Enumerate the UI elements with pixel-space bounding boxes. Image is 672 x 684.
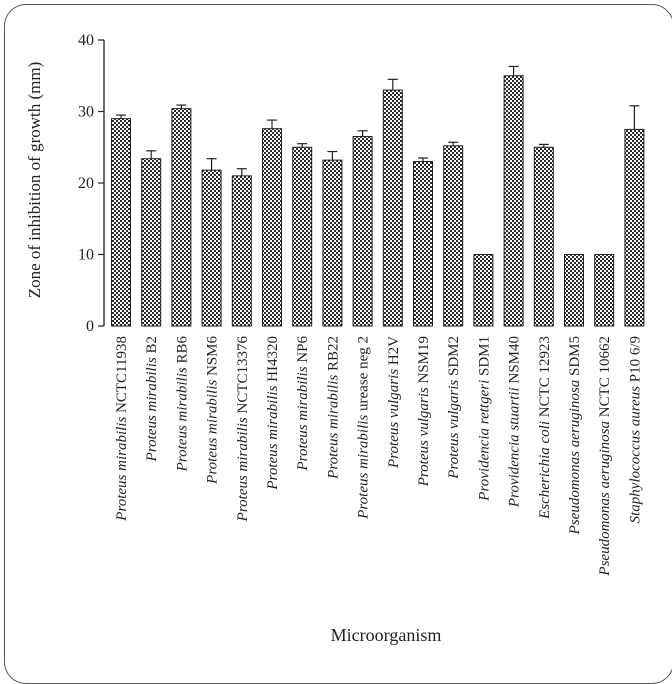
bar <box>564 254 584 327</box>
x-tick-label: Proteus mirabilis B2 <box>144 336 160 462</box>
x-tick-label: Pseudomonas aeruginosa NCTC 10662 <box>597 336 613 577</box>
bar <box>111 118 131 327</box>
x-tick-label: Providencia rettgeri SDM1 <box>476 336 492 502</box>
x-tick-label: Proteus mirabilis urease neg 2 <box>356 336 372 520</box>
x-tick-label: Escherichia coli NCTC 12923 <box>537 336 553 520</box>
y-tick-label: 20 <box>78 175 94 192</box>
bar <box>201 169 222 327</box>
x-tick-label: Proteus mirabilis HI4320 <box>265 336 281 491</box>
error-bars <box>116 65 640 176</box>
x-tick-label: Staphylococcus aureus P10 6/9 <box>627 336 643 523</box>
bar <box>594 254 615 327</box>
bar <box>231 175 252 327</box>
bar <box>352 136 373 327</box>
bar <box>292 146 313 327</box>
bar <box>413 161 433 327</box>
x-tick-label: Providencia stuartii NSM40 <box>507 336 523 508</box>
bar <box>503 75 524 327</box>
bar <box>322 159 343 327</box>
x-tick-label: Proteus mirabilis RB6 <box>174 336 190 473</box>
bar <box>262 128 282 327</box>
y-tick-label: 40 <box>78 32 94 49</box>
x-tick-label: Pseudomonas aeruginosa SDM5 <box>567 336 583 535</box>
x-tick-label: Proteus mirabilis RB22 <box>325 336 341 480</box>
x-tick-labels: Proteus mirabilis NCTC11938 Proteus mirab… <box>114 336 643 577</box>
bar <box>624 128 645 327</box>
bar <box>473 254 494 327</box>
x-tick-label: Proteus mirabilis NP6 <box>295 336 311 472</box>
x-tick-label: Proteus vulgaris NSM19 <box>416 336 432 487</box>
y-tick-label: 0 <box>86 318 94 335</box>
y-tick-label: 10 <box>78 247 94 264</box>
bar <box>171 108 192 327</box>
bar <box>443 145 464 327</box>
bar <box>382 89 403 327</box>
bar <box>533 146 554 327</box>
y-axis: 0 10 20 30 40 <box>78 32 105 335</box>
y-axis-label: Zone of inhibition of growth (mm) <box>25 62 44 299</box>
bars <box>111 75 645 327</box>
x-axis-label: Microorganism <box>331 625 442 645</box>
x-tick-label: Proteus mirabilis NCTC13376 <box>235 336 251 523</box>
x-tick-label: Proteus mirabilis NCTC11938 <box>114 336 130 522</box>
x-tick-label: Proteus mirabilis NSM6 <box>205 336 221 485</box>
bar <box>141 158 162 327</box>
y-tick-label: 30 <box>78 104 94 121</box>
x-tick-label: Proteus vulgaris H2V <box>386 336 402 469</box>
x-tick-label: Proteus vulgaris SDM2 <box>446 336 462 480</box>
